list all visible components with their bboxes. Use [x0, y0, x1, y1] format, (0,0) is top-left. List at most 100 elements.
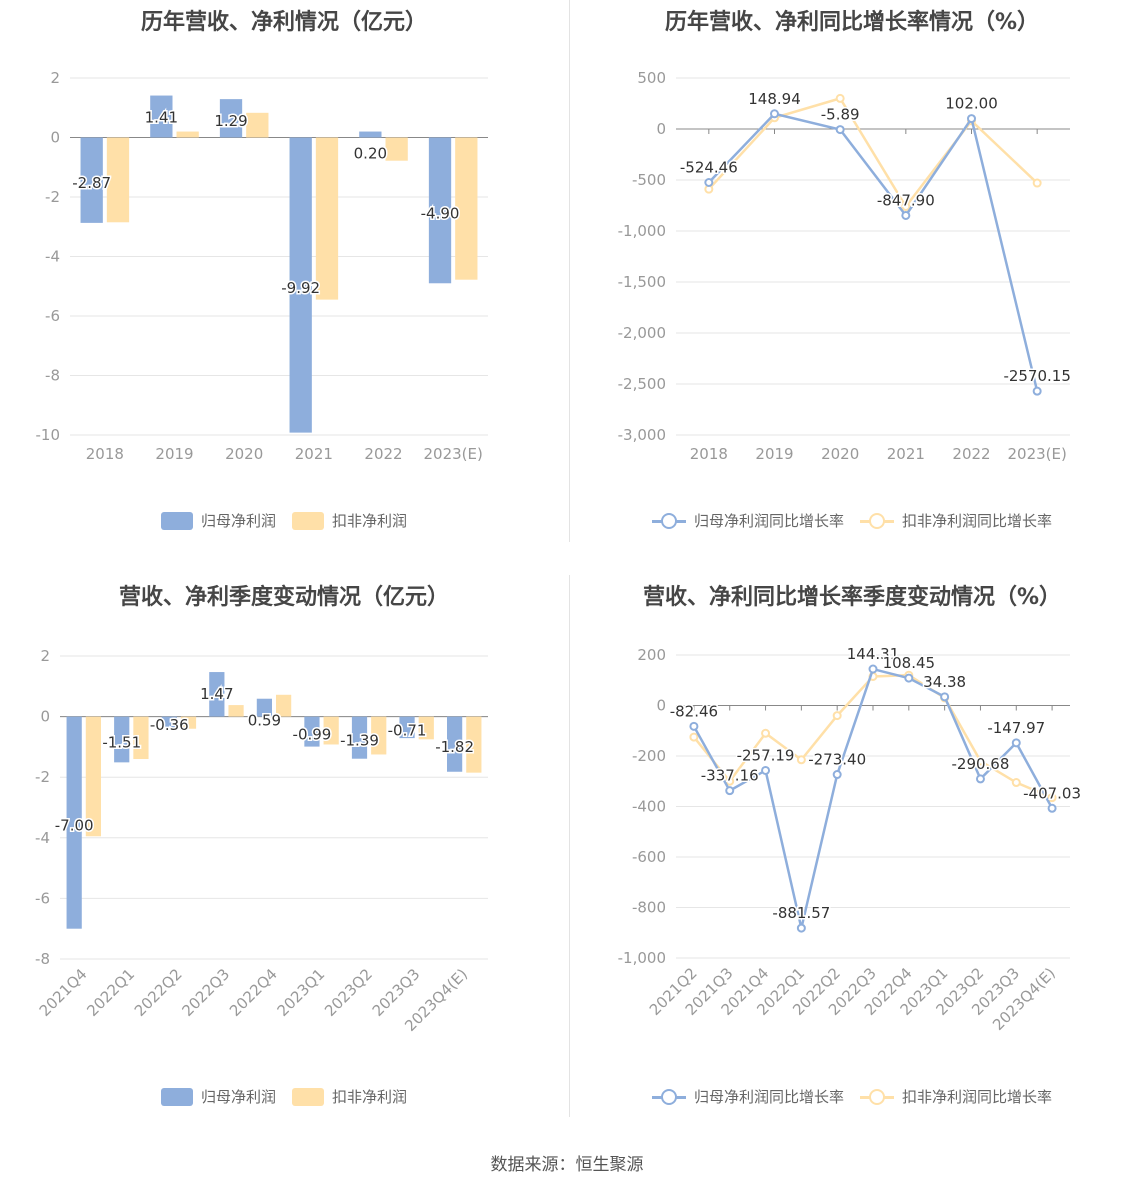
legend-item-net[interactable]: 归母净利润: [160, 1086, 276, 1107]
bar-deducted-profit: [106, 137, 130, 223]
y-tick-label: -6: [45, 307, 60, 325]
bar-net-profit: [256, 698, 272, 717]
bar-net-profit: [399, 716, 415, 739]
point-deducted-growth: [832, 711, 842, 721]
point-deducted-growth: [975, 756, 985, 766]
x-tick-label: 2018: [86, 445, 124, 463]
y-tick-label: -3,000: [618, 426, 666, 444]
legend-swatch: [860, 512, 894, 530]
point-net-growth: [832, 770, 842, 780]
legend-label: 归母净利润同比增长率: [693, 1088, 844, 1106]
legend-item-net-growth[interactable]: 归母净利润同比增长率: [651, 510, 844, 531]
legend-item-net-growth[interactable]: 归母净利润同比增长率: [651, 1086, 844, 1107]
data-label: 108.45: [883, 654, 936, 672]
legend-item-deduct[interactable]: 扣非净利润: [292, 510, 407, 531]
chart-panel-annual-profit: 历年营收、净利情况（亿元） 2 0 -2 -4 -6 -8 -10 2018 2019 2020 2…: [0, 0, 568, 545]
legend-swatch: [292, 511, 324, 530]
data-label: 34.38: [923, 673, 966, 691]
data-label: -9.92: [281, 279, 320, 297]
point-net-growth: [704, 177, 714, 187]
y-tick-label: 0: [656, 697, 666, 715]
point-net-growth: [901, 210, 911, 220]
x-tick-label: 2022: [364, 445, 402, 463]
y-tick-label: -400: [632, 798, 666, 816]
bar-net-profit: [66, 716, 82, 929]
legend-item-deduct-growth[interactable]: 扣非净利润同比增长率: [860, 1086, 1052, 1107]
data-label: -1.82: [435, 738, 474, 756]
y-tick-label: -2,500: [618, 375, 666, 393]
point-net-growth: [904, 673, 914, 683]
point-deducted-growth: [835, 93, 845, 103]
point-deducted-growth: [725, 776, 735, 786]
data-label: -4.90: [421, 204, 460, 222]
bar-deducted-profit: [455, 137, 478, 280]
x-tick-label: 2019: [155, 445, 193, 463]
x-tick-label: 2022Q3: [178, 965, 233, 1020]
chart-legend: 归母净利润 扣非净利润: [0, 1086, 568, 1107]
chart-title: 营收、净利同比增长率季度变动情况（%）: [642, 585, 1062, 610]
legend-item-deduct[interactable]: 扣非净利润: [292, 1086, 407, 1107]
bar-deducted-profit: [228, 705, 244, 717]
bar-deducted-profit: [176, 131, 199, 138]
data-label: 0.59: [248, 712, 281, 730]
chart-legend: 归母净利润同比增长率 扣非净利润同比增长率: [570, 1086, 1134, 1107]
x-tick-label: 2020: [821, 445, 859, 463]
bar-net-profit: [428, 137, 452, 284]
data-label: -0.71: [388, 721, 427, 739]
data-label: 1.29: [214, 112, 247, 130]
y-tick-label: 0: [40, 708, 50, 726]
bar-net-profit: [351, 716, 368, 759]
chart-svg: 2000-200-400-600-800-1,0002021Q22021Q320…: [618, 644, 1083, 1034]
data-label: -881.57: [772, 904, 830, 922]
legend-item-net[interactable]: 归母净利润: [160, 510, 276, 531]
bar-deducted-profit: [371, 716, 387, 755]
point-net-growth: [761, 765, 771, 775]
data-label: -524.46: [680, 158, 738, 176]
bar-deducted-profit: [133, 716, 149, 760]
point-net-growth: [796, 923, 806, 933]
data-label: -7.00: [55, 817, 94, 835]
x-tick-label: 2018: [690, 445, 728, 463]
y-tick-label: -4: [35, 829, 50, 847]
data-label: -273.40: [808, 751, 866, 769]
data-label: 0.20: [354, 145, 387, 163]
y-tick-label: -6: [35, 889, 50, 907]
data-label: -1.39: [340, 732, 379, 750]
legend-swatch: [160, 1087, 193, 1106]
point-deducted-growth: [796, 755, 806, 765]
bar-deducted-profit: [315, 137, 339, 300]
bar-net-profit: [447, 716, 463, 772]
legend-swatch: [651, 512, 686, 530]
x-tick-label: 2022: [952, 445, 990, 463]
legend-item-deduct-growth[interactable]: 扣非净利润同比增长率: [860, 510, 1052, 531]
bar-net-profit: [161, 716, 177, 728]
bar-deducted-profit: [180, 716, 197, 729]
data-label: -82.46: [670, 702, 718, 720]
y-tick-label: -1,000: [618, 222, 666, 240]
data-label: -257.19: [737, 746, 795, 764]
y-tick-label: -800: [632, 899, 666, 917]
x-tick-label: 2021Q4: [36, 965, 91, 1020]
x-tick-label: 2023Q2: [321, 965, 376, 1020]
y-tick-label: -4: [45, 248, 60, 266]
point-deducted-growth: [761, 728, 771, 738]
data-label: -0.99: [293, 726, 332, 744]
data-label: -407.03: [1023, 784, 1081, 802]
y-tick-label: -200: [632, 747, 666, 765]
chart-svg: 2 0 -2 -4 -6 -8 -10 2018 2019 2020 2021 2022 2023(E)…: [36, 69, 488, 463]
y-tick-label: -2: [35, 768, 50, 786]
chart-panel-quarterly-profit: 营收、净利季度变动情况（亿元） 2 0 -2 -4 -6 -8 2021Q4 2022Q1 20…: [0, 575, 568, 1120]
data-label: -337.16: [701, 767, 759, 785]
bar-net-profit: [304, 716, 320, 747]
line-deducted-growth: [707, 96, 1039, 209]
panel-divider-bottom: [569, 575, 570, 1117]
point-deducted-growth: [901, 202, 911, 212]
chart-svg: 500 0 -500 -1,000 -1,500 -2,000 -2,500 -3,000 20…: [618, 69, 1073, 463]
data-label: 148.94: [748, 90, 801, 108]
legend-label: 归母净利润: [200, 1088, 276, 1106]
bar-net-profit: [289, 137, 312, 433]
point-net-growth: [1047, 803, 1057, 813]
data-label: -2.87: [72, 174, 111, 192]
point-net-growth: [689, 721, 699, 731]
bar-net-profit: [150, 95, 173, 138]
